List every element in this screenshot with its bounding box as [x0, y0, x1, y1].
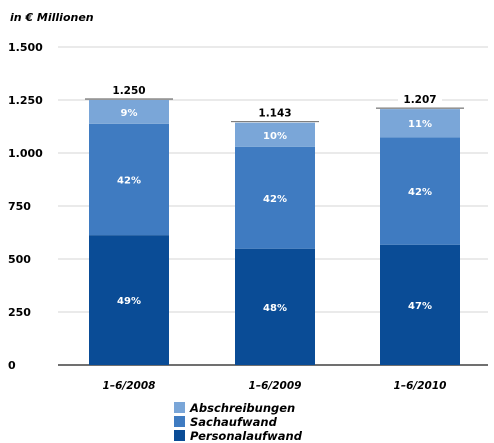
x-category-label: 1–6/2008 — [103, 380, 156, 392]
bar-total-label: 1.143 — [258, 108, 291, 120]
y-tick-label: 1.250 — [8, 94, 43, 107]
segment-percent-label: 47% — [408, 301, 432, 312]
segment-percent-label: 48% — [263, 303, 287, 314]
total-label-bg — [398, 93, 442, 106]
segment-percent-label: 10% — [263, 131, 287, 142]
y-axis: 0 250 500 750 1.000 1.250 1.500 — [8, 41, 43, 372]
bar-segment-abschreibungen — [380, 109, 460, 138]
segment-percent-label: 42% — [263, 194, 287, 205]
bar-segment-personalaufwand — [235, 248, 315, 365]
y-tick-label: 0 — [8, 359, 16, 372]
x-category-label: 1–6/2009 — [249, 380, 302, 392]
y-tick-label: 1.500 — [8, 41, 43, 54]
y-tick-label: 1.000 — [8, 147, 43, 160]
legend-label: Personalaufwand — [190, 429, 303, 443]
bar-segment-sachaufwand — [89, 123, 169, 236]
segment-percent-label: 11% — [408, 119, 432, 130]
segment-percent-label: 42% — [117, 176, 141, 187]
bar-segment-abschreibungen — [89, 100, 169, 124]
x-axis: 1–6/2008 1–6/2009 1–6/2010 — [103, 380, 447, 392]
unit-label: in € Millionen — [10, 11, 94, 24]
total-label-bg — [107, 84, 151, 96]
legend-label: Sachaufwand — [190, 415, 278, 429]
segment-percent-label: 42% — [408, 187, 432, 198]
bar-segment-personalaufwand — [380, 244, 460, 365]
y-tick-label: 250 — [8, 306, 31, 319]
bar-segment-sachaufwand — [235, 146, 315, 249]
legend-swatch — [174, 430, 185, 441]
legend-label: Abschreibungen — [189, 401, 295, 415]
bar-total-label: 1.207 — [403, 94, 436, 106]
legend-swatch — [174, 416, 185, 427]
segment-percent-label: 49% — [117, 296, 141, 307]
bar-segment-personalaufwand — [89, 235, 169, 365]
y-tick-label: 750 — [8, 200, 31, 213]
legend-swatch — [174, 402, 185, 413]
x-category-label: 1–6/2010 — [394, 380, 447, 392]
total-label-bg — [253, 106, 297, 119]
bars: 49% 42% 9% 1.250 48% 42% 10% 1.143 47% 42% 11% 1.20… — [85, 84, 464, 365]
bar-segment-abschreibungen — [235, 122, 315, 147]
bar-total-label: 1.250 — [112, 85, 145, 97]
bar-segment-sachaufwand — [380, 137, 460, 245]
y-tick-label: 500 — [8, 253, 31, 266]
segment-percent-label: 9% — [121, 108, 138, 119]
